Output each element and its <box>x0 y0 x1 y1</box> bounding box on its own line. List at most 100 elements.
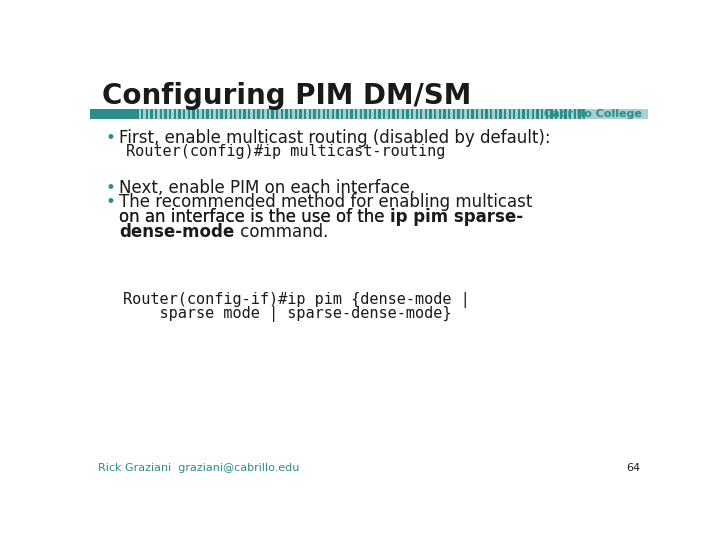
Bar <box>485 110 487 119</box>
Bar <box>266 110 269 119</box>
Bar <box>513 110 516 119</box>
Bar <box>334 110 336 119</box>
Bar <box>274 110 276 119</box>
Bar <box>253 110 255 119</box>
Bar <box>469 110 472 119</box>
Bar <box>243 110 246 119</box>
Bar <box>258 110 260 119</box>
Bar <box>499 110 502 119</box>
Bar <box>467 110 469 119</box>
Bar <box>413 110 415 119</box>
Bar <box>311 110 313 119</box>
Bar <box>550 110 553 119</box>
Bar <box>143 110 145 119</box>
Bar <box>544 110 546 119</box>
Text: •: • <box>106 193 115 211</box>
Bar <box>451 110 453 119</box>
Bar <box>139 110 141 119</box>
Bar <box>432 110 434 119</box>
Bar <box>248 110 251 119</box>
Bar <box>213 110 215 119</box>
Bar <box>397 110 399 119</box>
Bar <box>527 110 529 119</box>
Bar <box>506 110 508 119</box>
Bar <box>197 110 199 119</box>
Bar <box>327 110 330 119</box>
Bar <box>390 110 392 119</box>
Bar <box>222 110 225 119</box>
Bar <box>234 110 236 119</box>
Bar <box>320 110 323 119</box>
Bar <box>225 110 228 119</box>
Bar <box>446 110 448 119</box>
Bar <box>155 110 158 119</box>
Bar <box>508 110 510 119</box>
Text: dense-mode: dense-mode <box>120 222 235 241</box>
Bar <box>429 110 432 119</box>
Bar <box>418 110 420 119</box>
Bar <box>510 110 513 119</box>
Bar <box>179 110 181 119</box>
Bar <box>387 110 390 119</box>
Bar <box>369 110 372 119</box>
Text: The recommended method for enabling multicast: The recommended method for enabling mult… <box>120 193 533 211</box>
Bar <box>164 110 167 119</box>
Bar <box>378 110 381 119</box>
Bar <box>255 110 258 119</box>
Bar <box>532 110 534 119</box>
Bar <box>481 110 483 119</box>
Bar <box>385 110 387 119</box>
Bar <box>199 110 202 119</box>
Bar <box>169 110 171 119</box>
Bar <box>185 110 188 119</box>
Bar <box>167 110 169 119</box>
Bar <box>411 110 413 119</box>
Bar <box>472 110 474 119</box>
Bar <box>478 110 481 119</box>
Bar <box>269 110 271 119</box>
Bar <box>351 110 353 119</box>
Bar <box>346 110 348 119</box>
Bar <box>502 110 504 119</box>
Bar <box>336 110 339 119</box>
Bar <box>583 110 585 119</box>
Bar <box>330 110 332 119</box>
Bar <box>343 110 346 119</box>
Bar <box>576 110 578 119</box>
Bar <box>290 110 292 119</box>
Bar <box>487 110 490 119</box>
Bar <box>281 110 283 119</box>
Bar <box>366 110 369 119</box>
Bar <box>406 110 408 119</box>
Bar <box>181 110 183 119</box>
Bar <box>360 110 362 119</box>
Bar <box>228 110 230 119</box>
Text: sparse mode | sparse-dense-mode}: sparse mode | sparse-dense-mode} <box>123 306 452 322</box>
Bar <box>474 110 476 119</box>
Text: command.: command. <box>235 222 328 241</box>
Bar <box>190 110 192 119</box>
Bar <box>546 110 548 119</box>
Bar <box>313 110 315 119</box>
Bar <box>357 110 360 119</box>
Bar <box>548 110 550 119</box>
Bar <box>297 110 300 119</box>
Bar <box>302 110 304 119</box>
Bar <box>562 110 564 119</box>
Bar <box>260 110 262 119</box>
Bar <box>438 110 441 119</box>
Bar <box>153 110 155 119</box>
Bar <box>364 110 366 119</box>
Bar <box>402 110 404 119</box>
Bar <box>241 110 243 119</box>
Bar <box>90 110 137 119</box>
Bar <box>353 110 355 119</box>
Bar <box>188 110 190 119</box>
Bar <box>448 110 451 119</box>
Text: Next, enable PIM on each interface.: Next, enable PIM on each interface. <box>120 179 415 197</box>
Bar <box>444 110 446 119</box>
Bar <box>462 110 464 119</box>
Bar <box>276 110 279 119</box>
Bar <box>209 110 211 119</box>
Bar <box>230 110 232 119</box>
